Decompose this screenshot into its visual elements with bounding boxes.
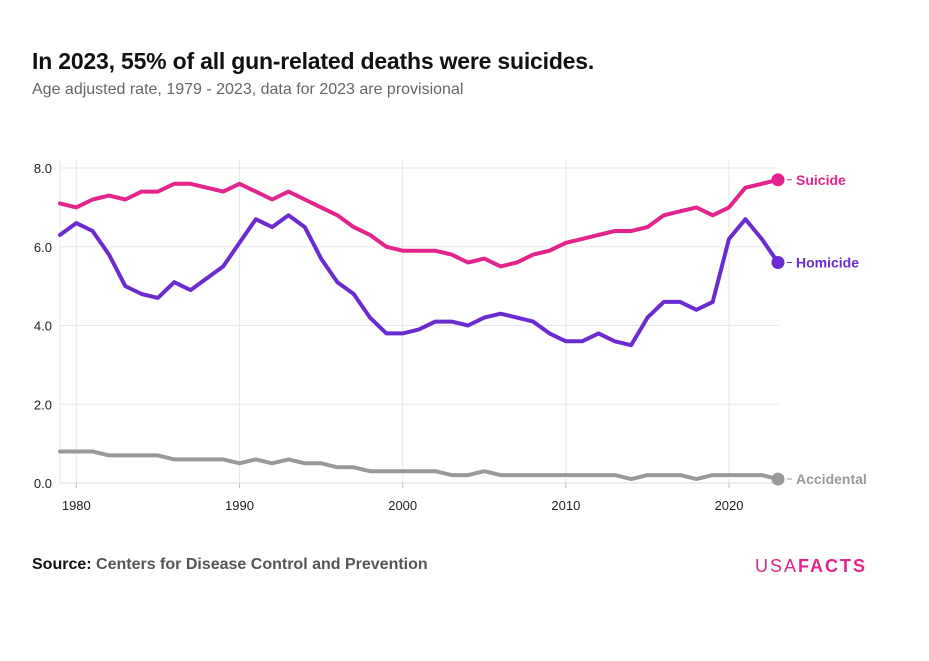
suicide-end-marker (771, 173, 785, 187)
y-tick-label: 4.0 (34, 319, 52, 334)
accidental-line (58, 449, 780, 482)
accidental-end-marker (771, 472, 785, 486)
x-tick-label: 2000 (388, 498, 417, 513)
y-tick-label: 6.0 (34, 240, 52, 255)
axes: 0.0 2.0 4.0 6.0 8.0 1980 1990 2000 2010 2020 (34, 161, 778, 513)
usafacts-logo: USAFACTS (755, 556, 867, 577)
y-tick-label: 8.0 (34, 161, 52, 176)
x-tick-label: 2010 (551, 498, 580, 513)
x-tick-label: 1980 (62, 498, 91, 513)
series-lines (58, 173, 785, 486)
homicide-series-label: Homicide (796, 255, 859, 271)
source-note: Source: Centers for Disease Control and … (32, 556, 428, 574)
suicide-series-label: Suicide (796, 172, 846, 188)
suicide-line (58, 177, 780, 269)
logo-usa: USA (755, 556, 799, 576)
source-value: Centers for Disease Control and Preventi… (96, 556, 428, 573)
y-tick-label: 2.0 (34, 397, 52, 412)
homicide-end-marker (771, 256, 785, 269)
x-tick-label: 2020 (715, 498, 744, 513)
accidental-series-label: Accidental (796, 471, 867, 487)
grid-lines (59, 160, 778, 484)
chart-title: In 2023, 55% of all gun-related deaths w… (32, 48, 595, 74)
x-tick-label: 1990 (225, 498, 254, 513)
source-label: Source: (32, 556, 92, 573)
chart-subtitle: Age adjusted rate, 1979 - 2023, data for… (32, 81, 464, 98)
y-tick-label: 0.0 (34, 476, 52, 491)
homicide-line (58, 213, 780, 348)
logo-facts: FACTS (798, 556, 868, 576)
series-labels: Suicide Homicide Accidental (787, 172, 867, 487)
